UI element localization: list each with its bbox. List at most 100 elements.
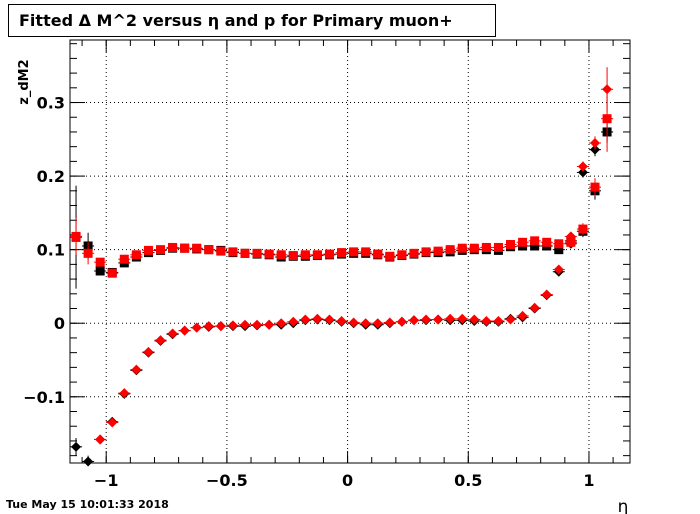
square-marker — [361, 247, 371, 257]
data-point — [492, 242, 505, 252]
data-point — [528, 302, 541, 313]
square-marker — [433, 246, 443, 256]
diamond-marker — [300, 314, 311, 325]
x-tick-label: 0 — [342, 471, 353, 490]
data-point — [287, 251, 300, 261]
x-tick-label: 0.5 — [454, 471, 482, 490]
data-point — [323, 249, 336, 259]
square-marker — [143, 245, 153, 255]
data-markers — [70, 67, 614, 467]
diamond-marker — [348, 317, 359, 328]
square-marker — [71, 231, 81, 241]
data-point — [238, 319, 252, 330]
square-marker — [602, 114, 612, 124]
y-tick-label: 0.2 — [37, 167, 65, 186]
data-point — [226, 320, 239, 331]
diamond-marker — [191, 322, 202, 333]
square-marker — [192, 243, 202, 253]
square-marker — [506, 240, 516, 250]
chart-title: Fitted Δ M^2 versus η and p for Primary … — [19, 11, 453, 30]
data-point — [82, 242, 95, 265]
diamond-marker — [529, 302, 540, 313]
square-marker — [530, 236, 540, 246]
square-marker — [409, 248, 419, 258]
data-point — [588, 178, 602, 196]
square-marker — [542, 237, 552, 247]
square-marker — [95, 257, 105, 267]
data-point — [480, 242, 493, 252]
square-marker — [119, 254, 129, 264]
diamond-marker — [167, 328, 178, 339]
square-marker — [83, 248, 93, 258]
diamond-marker — [155, 335, 166, 346]
data-point — [359, 318, 372, 329]
square-marker — [349, 247, 359, 257]
diamond-marker — [384, 317, 395, 328]
square-marker — [421, 247, 431, 257]
y-axis-label: z_dM2 — [17, 59, 32, 104]
diamond-marker — [312, 313, 323, 324]
data-point — [263, 319, 276, 330]
data-point — [395, 250, 408, 260]
square-marker — [397, 250, 407, 260]
data-point — [432, 314, 445, 325]
square-marker — [590, 182, 600, 192]
diamond-marker — [119, 388, 130, 399]
data-point — [178, 325, 191, 336]
data-point — [383, 251, 396, 261]
diamond-marker — [264, 319, 275, 330]
square-marker — [288, 251, 298, 261]
data-point — [275, 250, 288, 260]
data-point — [588, 136, 602, 150]
square-marker — [228, 247, 238, 257]
data-point — [576, 223, 589, 235]
plot-frame — [69, 39, 631, 464]
diamond-marker — [602, 84, 613, 95]
data-point — [371, 318, 384, 329]
diamond-marker — [481, 316, 492, 327]
data-point — [420, 247, 433, 257]
square-marker — [469, 243, 479, 253]
data-point — [492, 316, 505, 327]
diamond-marker — [553, 264, 564, 275]
square-marker — [530, 241, 540, 251]
data-point — [504, 314, 517, 325]
data-point — [142, 245, 155, 255]
diamond-marker — [288, 316, 299, 327]
data-point — [444, 313, 457, 324]
square-marker — [95, 266, 105, 276]
data-point — [202, 245, 215, 255]
data-point — [263, 249, 276, 259]
data-point — [383, 317, 396, 328]
diamond-marker — [227, 320, 238, 331]
data-point — [335, 248, 348, 258]
square-marker — [385, 251, 395, 261]
square-marker — [554, 239, 564, 249]
square-marker — [300, 250, 310, 260]
data-point — [601, 67, 614, 112]
data-point — [190, 322, 203, 333]
data-point — [407, 248, 420, 258]
data-point — [154, 245, 167, 255]
diamond-marker — [469, 314, 480, 325]
diamond-marker — [493, 316, 504, 327]
square-marker — [337, 248, 347, 258]
title-box: Fitted Δ M^2 versus η and p for Primary … — [8, 4, 496, 37]
diamond-marker — [577, 161, 588, 172]
diamond-marker — [215, 321, 226, 332]
data-point — [70, 437, 83, 456]
square-marker — [554, 245, 564, 255]
data-point — [407, 315, 420, 326]
square-marker — [216, 246, 226, 256]
data-point — [275, 318, 288, 329]
data-point — [552, 239, 565, 249]
square-marker — [445, 245, 455, 255]
diamond-marker — [276, 318, 287, 329]
data-point — [130, 250, 143, 260]
diamond-marker — [408, 315, 419, 326]
diamond-marker — [324, 314, 335, 325]
diamond-marker — [179, 325, 190, 336]
data-point — [444, 245, 457, 255]
diamond-marker — [95, 434, 106, 445]
